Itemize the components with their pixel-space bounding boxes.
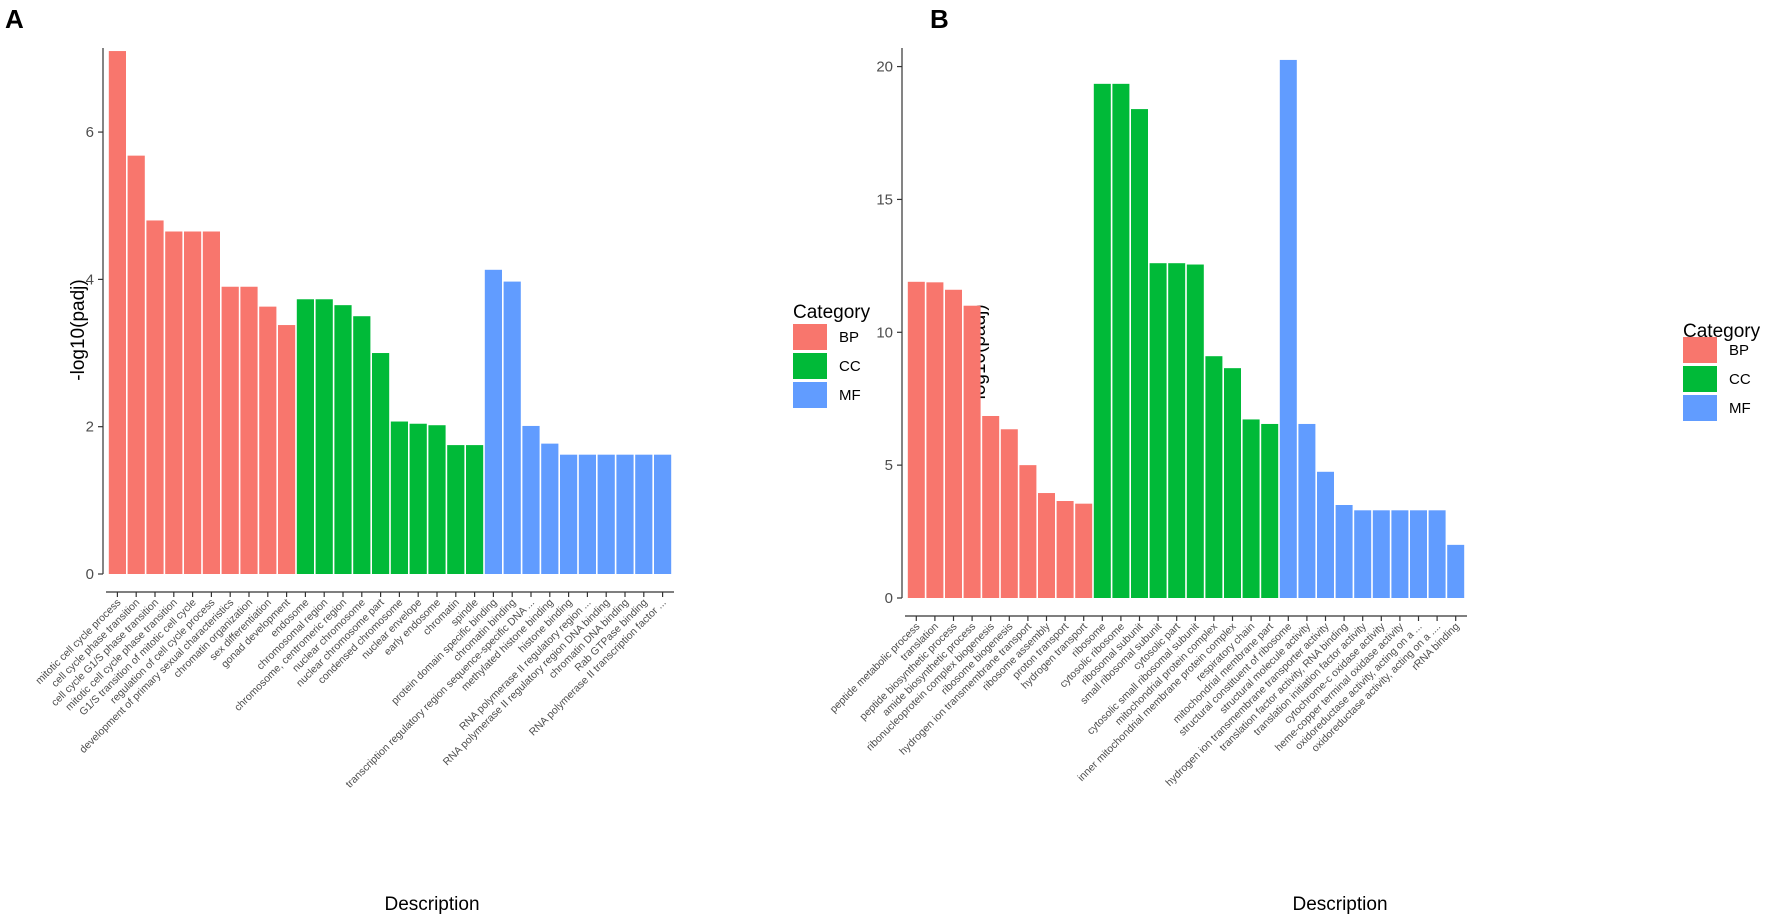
bar-a-9 (259, 306, 277, 574)
legend-label-a-bp: BP (839, 329, 859, 346)
legend-label-b-cc: CC (1729, 371, 1751, 388)
bar-a-18 (428, 425, 446, 574)
bar-a-4 (165, 231, 183, 574)
legend-key-a-mf (793, 382, 827, 408)
bar-b-27 (1391, 510, 1409, 598)
bar-b-11 (1093, 83, 1111, 599)
bar-a-23 (522, 425, 540, 574)
bar-a-16 (390, 421, 408, 574)
bar-a-12 (315, 299, 333, 574)
bar-b-30 (1447, 544, 1465, 598)
bar-a-26 (578, 454, 596, 574)
y-tick-label-b: 0 (885, 590, 893, 607)
x-axis-title-b: Description (1292, 894, 1387, 915)
bar-b-9 (1056, 501, 1074, 598)
y-tick-label-a: 4 (86, 271, 94, 288)
bar-a-10 (278, 325, 296, 574)
y-tick-label-a: 6 (86, 124, 94, 141)
bar-a-13 (334, 305, 352, 574)
y-tick-label-b: 5 (885, 457, 893, 474)
bar-b-8 (1038, 493, 1055, 598)
bar-b-23 (1317, 471, 1334, 598)
legend-label-b-mf: MF (1729, 400, 1751, 417)
panel-label-a: A (5, 4, 24, 34)
legend-b: Category BP CC MF (1683, 321, 1761, 421)
bars-a (108, 51, 672, 575)
bar-a-29 (635, 454, 653, 574)
bar-a-25 (560, 454, 578, 574)
bar-b-18 (1224, 368, 1241, 598)
bar-b-19 (1242, 419, 1260, 598)
bar-a-20 (466, 445, 484, 574)
bar-a-24 (541, 443, 559, 574)
legend-key-a-cc (793, 353, 827, 379)
y-tick-label-b: 15 (876, 191, 893, 208)
bar-b-10 (1075, 503, 1093, 598)
bar-b-21 (1279, 59, 1297, 599)
bar-a-2 (127, 155, 145, 574)
bar-b-1 (907, 281, 925, 598)
bar-b-3 (945, 289, 962, 598)
bar-b-7 (1019, 465, 1037, 598)
bar-a-21 (484, 269, 502, 574)
bar-a-19 (447, 445, 465, 574)
bar-b-14 (1149, 263, 1167, 598)
legend-key-b-bp (1683, 337, 1717, 363)
legend-key-b-cc (1683, 366, 1717, 392)
bar-b-25 (1354, 510, 1372, 598)
bar-b-28 (1410, 510, 1427, 598)
y-ticks-a: 0 2 4 6 (86, 48, 104, 583)
bar-b-6 (1000, 429, 1018, 598)
bar-b-20 (1261, 423, 1279, 598)
bar-a-30 (654, 454, 672, 574)
bar-b-22 (1298, 423, 1316, 598)
legend-a: Category BP CC MF (793, 302, 871, 408)
bar-b-26 (1372, 510, 1390, 598)
bar-b-13 (1131, 109, 1148, 598)
legend-title-a: Category (793, 302, 871, 323)
bar-a-5 (184, 231, 202, 574)
bar-b-4 (963, 305, 981, 598)
bar-a-11 (296, 299, 314, 574)
bar-b-16 (1186, 264, 1204, 598)
bar-b-17 (1205, 356, 1223, 598)
bar-a-28 (616, 454, 634, 574)
legend-label-a-cc: CC (839, 358, 861, 375)
y-tick-label-b: 10 (876, 324, 893, 341)
bar-a-1 (108, 51, 126, 575)
x-axis-title-a: Description (384, 894, 479, 915)
y-tick-label-a: 2 (86, 419, 94, 436)
bar-a-14 (353, 316, 371, 574)
legend-label-b-bp: BP (1729, 342, 1749, 359)
bar-a-22 (503, 281, 521, 574)
panel-label-b: B (930, 4, 949, 34)
bar-a-17 (409, 423, 427, 574)
legend-label-a-mf: MF (839, 387, 861, 404)
bar-b-2 (926, 282, 944, 598)
bar-b-12 (1112, 83, 1130, 599)
bars-b (907, 59, 1465, 599)
y-tick-label-b: 20 (876, 59, 893, 76)
bar-b-15 (1168, 263, 1186, 598)
bar-a-8 (240, 286, 258, 574)
bar-b-24 (1335, 505, 1353, 598)
legend-key-a-bp (793, 324, 827, 350)
bar-b-29 (1428, 510, 1446, 598)
y-tick-label-a: 0 (86, 566, 94, 583)
bar-a-27 (597, 454, 615, 574)
bar-a-7 (221, 286, 239, 574)
bar-a-3 (146, 220, 164, 574)
bar-b-5 (982, 415, 1000, 598)
bar-a-6 (202, 231, 220, 574)
legend-title-b: Category (1683, 321, 1761, 342)
bar-a-15 (372, 353, 390, 574)
y-ticks-b: 0 5 10 15 20 (876, 48, 903, 607)
y-axis-title-a: -log10(padj) (68, 279, 89, 380)
legend-key-b-mf (1683, 395, 1717, 421)
